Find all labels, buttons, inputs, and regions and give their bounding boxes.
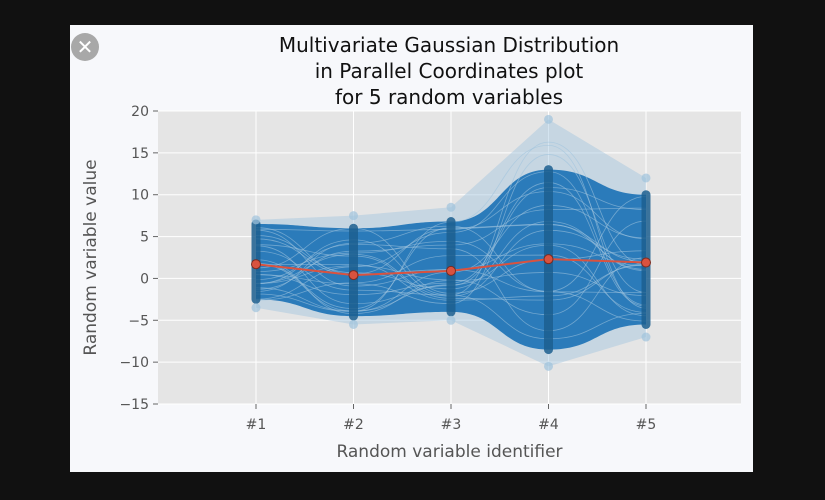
outlier-point (641, 332, 651, 342)
y-tick-label: 20 (131, 104, 149, 120)
y-tick-label: 5 (140, 230, 149, 246)
chart-title-line: for 5 random variables (335, 85, 563, 109)
sample-line (255, 243, 647, 332)
y-tick-label: −15 (119, 397, 149, 413)
sample-line (255, 191, 647, 240)
y-tick-label: 10 (131, 188, 149, 204)
y-tick-label: −5 (128, 313, 149, 329)
outlier-point (641, 173, 651, 183)
mean-point (348, 270, 359, 281)
chart-title-line: Multivariate Gaussian Distribution (279, 33, 619, 57)
y-tick-label: 15 (131, 146, 149, 162)
outlier-point (349, 211, 358, 221)
mean-point (446, 265, 456, 276)
close-icon: ✕ (76, 35, 94, 59)
x-tick-label: #2 (343, 417, 364, 433)
x-tick-label: #3 (441, 417, 462, 433)
x-tick-label: #1 (246, 417, 267, 433)
outlier-point (446, 202, 456, 212)
x-tick-label: #5 (636, 417, 657, 433)
sample-line (255, 182, 647, 307)
x-axis-label: Random variable identifier (336, 442, 562, 462)
outlier-point (446, 315, 456, 325)
outlier-point (349, 319, 358, 329)
close-button[interactable]: ✕ (71, 33, 99, 61)
x-tick-label: #4 (538, 417, 559, 433)
mean-point (543, 254, 554, 265)
mean-point (251, 259, 261, 270)
outlier-point (251, 215, 261, 225)
sample-line (255, 196, 647, 292)
outlier-point (544, 361, 553, 371)
y-tick-label: 0 (140, 271, 149, 287)
chart-title-line: in Parallel Coordinates plot (315, 59, 584, 83)
outlier-point (251, 303, 261, 313)
y-tick-label: −10 (119, 355, 149, 371)
sample-line (255, 154, 647, 305)
y-axis-label: Random variable value (81, 159, 101, 355)
mean-point (641, 257, 651, 268)
outlier-point (544, 114, 553, 124)
